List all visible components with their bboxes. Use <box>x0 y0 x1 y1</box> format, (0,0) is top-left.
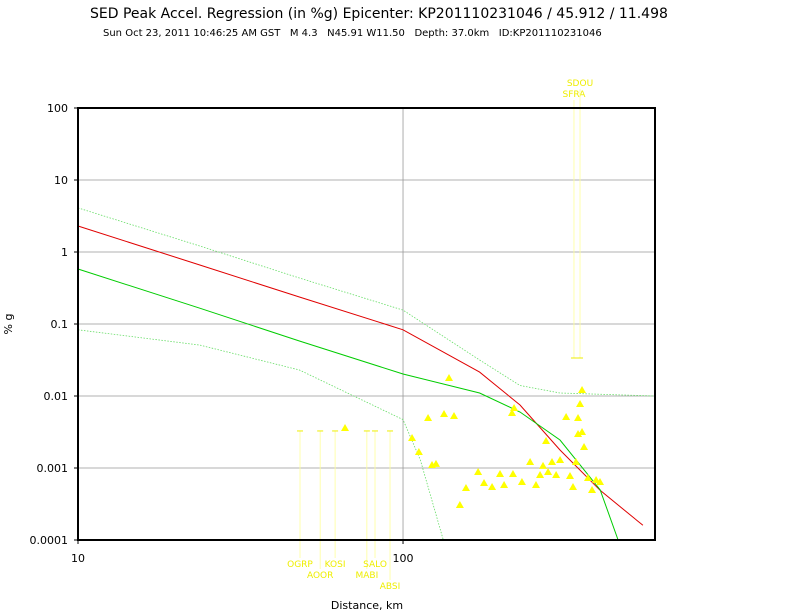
data-point <box>574 429 583 437</box>
data-point <box>517 477 526 485</box>
data-point <box>569 482 578 490</box>
data-point <box>592 476 601 484</box>
chart-subtitle: Sun Oct 23, 2011 10:46:25 AM GST M 4.3 N… <box>103 28 602 39</box>
chart-title: SED Peak Accel. Regression (in %g) Epice… <box>90 6 668 22</box>
data-point <box>562 413 571 421</box>
data-point <box>578 428 587 436</box>
data-point <box>583 474 592 482</box>
data-point <box>544 467 553 475</box>
station-label: SALO <box>363 560 387 570</box>
data-point <box>445 373 454 381</box>
data-point <box>539 461 548 469</box>
x-tick-label: 10 <box>71 552 85 565</box>
y-tick-label: 100 <box>47 102 68 115</box>
data-point <box>588 485 597 493</box>
data-point <box>450 411 459 419</box>
data-point <box>556 456 565 464</box>
data-point <box>542 437 551 445</box>
y-tick-label: 0.001 <box>37 462 69 475</box>
data-point <box>474 467 483 475</box>
data-point <box>461 484 470 492</box>
data-point <box>552 470 561 478</box>
data-point <box>414 447 423 455</box>
regression-curve <box>77 329 444 541</box>
y-tick-label: 10 <box>54 174 68 187</box>
data-point <box>508 469 517 477</box>
data-point <box>431 459 440 467</box>
y-tick-label: 0.01 <box>44 390 69 403</box>
data-point <box>500 481 509 489</box>
station-label: SFRA <box>563 90 587 100</box>
station-label: OGRP <box>287 560 313 570</box>
data-point <box>578 386 587 394</box>
station-label: MABI <box>355 571 378 581</box>
data-point <box>574 413 583 421</box>
y-tick-label: 0.1 <box>51 318 69 331</box>
data-point <box>455 501 464 509</box>
data-point <box>547 458 556 466</box>
data-point <box>576 400 585 408</box>
data-point <box>580 442 589 450</box>
data-point <box>531 481 540 489</box>
y-tick-label: 1 <box>61 246 68 259</box>
regression-curve <box>77 268 619 541</box>
data-point <box>507 409 516 417</box>
regression-curve <box>77 207 656 397</box>
data-point <box>488 482 497 490</box>
plot-frame <box>77 107 656 541</box>
data-point <box>571 458 580 466</box>
data-point <box>424 413 433 421</box>
data-point <box>596 477 605 485</box>
data-point <box>408 434 417 442</box>
station-label: ABSI <box>380 582 401 592</box>
data-point <box>536 470 545 478</box>
station-label: AOOR <box>307 571 333 581</box>
station-label: KOSI <box>325 560 346 570</box>
data-point <box>510 404 519 412</box>
data-point <box>440 410 449 418</box>
data-point <box>566 472 575 480</box>
data-point <box>480 478 489 486</box>
y-tick-label: 0.0001 <box>30 534 69 547</box>
station-label: SDOU <box>567 79 593 89</box>
data-point <box>526 458 535 466</box>
x-axis-label: Distance, km <box>331 599 403 612</box>
y-axis-label: % g <box>2 314 15 335</box>
x-tick-label: 100 <box>393 552 414 565</box>
data-point <box>341 423 350 431</box>
data-point <box>496 469 505 477</box>
